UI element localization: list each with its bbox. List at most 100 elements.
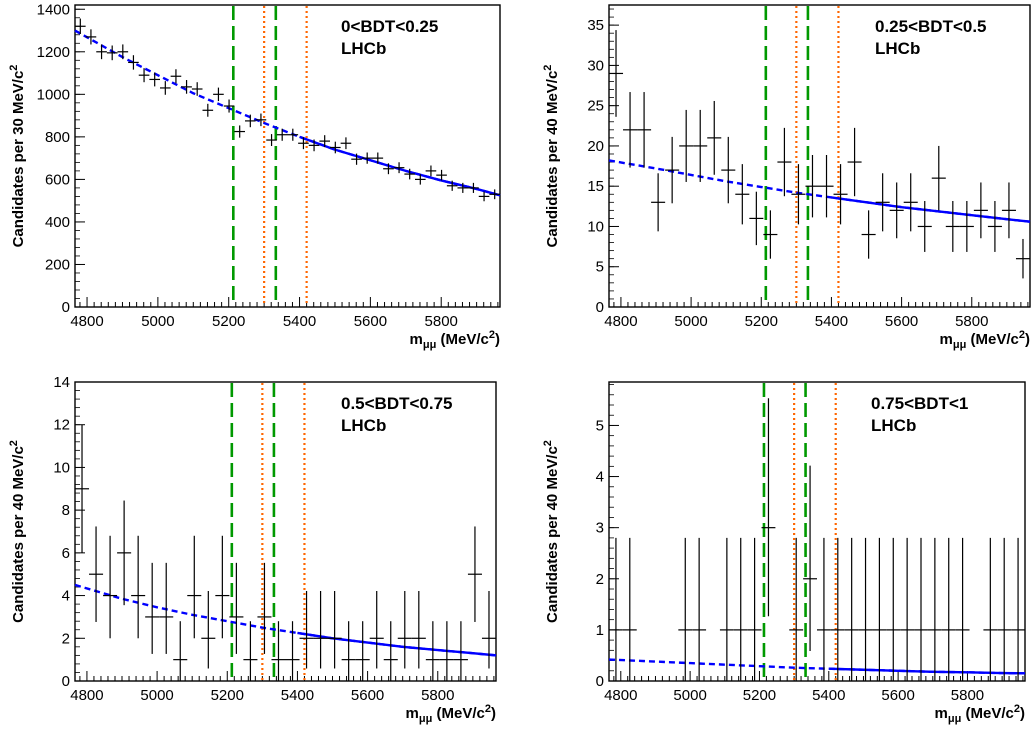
x-axis-label-sup: 2 (1014, 703, 1020, 715)
data-point (817, 537, 831, 681)
data-point (191, 82, 203, 96)
data-point (875, 173, 890, 232)
data-point (679, 109, 694, 182)
y-axis-label: Candidates per 40 MeV/c2 (8, 440, 27, 623)
x-tick-label: 5200 (212, 313, 245, 330)
data-point (181, 80, 192, 94)
y-tick-label: 6 (62, 545, 70, 562)
x-tick-label: 5800 (425, 313, 458, 330)
data-point (285, 621, 300, 681)
data-point (138, 68, 150, 83)
data-point (266, 134, 277, 147)
y-tick-label: 15 (587, 178, 604, 195)
data-point (213, 87, 224, 102)
chart-panel-1: 4800 5000 5200 5400 5600 5800 0 200 400 600 800 100… (8, 1, 501, 351)
data-point (103, 535, 118, 639)
data-point (457, 182, 469, 193)
x-tick-label: 4800 (70, 687, 103, 704)
data-point (75, 18, 86, 34)
data-point (245, 114, 256, 128)
data-point (453, 621, 468, 681)
data-point (313, 590, 328, 669)
x-axis-label-sup: 2 (485, 703, 491, 715)
data-point (96, 44, 107, 60)
data-point (749, 191, 764, 246)
y-tick-label: 10 (587, 218, 604, 235)
panel-experiment-label: LHCb (341, 416, 386, 435)
y-tick-label: 8 (62, 502, 70, 519)
data-point (830, 537, 845, 681)
data-point (914, 537, 928, 681)
data-point (467, 526, 482, 622)
data-point (1001, 182, 1016, 239)
x-tick-label: 5200 (745, 313, 778, 330)
data-point (1015, 238, 1030, 279)
data-point (415, 174, 426, 185)
data-point (361, 152, 373, 164)
x-tick-label: 5600 (351, 687, 384, 704)
y-tick-label: 0 (596, 673, 604, 690)
y-axis-label-sup: 2 (542, 440, 554, 446)
x-axis-label-sup: 2 (489, 329, 495, 341)
chart-panel-3: 4800 5000 5200 5400 5600 5800 0 2 4 6 8 10 12 14 0.5<B… (8, 374, 497, 725)
panel-bdt-label: 0.5<BDT<0.75 (341, 394, 453, 413)
panel-bdt-label: 0.25<BDT<0.5 (875, 17, 987, 36)
fit-curve-solid (297, 631, 497, 657)
y-tick-label: 400 (45, 214, 70, 231)
data-point (439, 621, 454, 681)
data-point (75, 424, 90, 553)
y-axis-label-sup: 2 (8, 440, 20, 446)
data-point (861, 210, 876, 259)
data-point (931, 145, 946, 211)
data-point (372, 152, 384, 164)
x-tick-label: 5800 (951, 687, 984, 704)
data-point (229, 562, 244, 654)
x-tick-label: 5600 (885, 313, 918, 330)
x-tick-label: 5000 (674, 313, 707, 330)
data-point (201, 590, 216, 669)
y-tick-label: 800 (45, 129, 70, 146)
data-point (128, 55, 139, 70)
data-point (478, 191, 490, 202)
data-point (623, 92, 638, 168)
plot-frame (608, 4, 1031, 308)
data-point (973, 182, 988, 239)
data-point (170, 69, 182, 84)
data-point (819, 155, 834, 218)
x-axis-label-sub: μμ (423, 339, 436, 351)
data-point (257, 562, 272, 654)
y-tick-label: 5 (596, 259, 604, 276)
data-point (271, 621, 286, 681)
data-point (637, 92, 652, 168)
data-point (803, 465, 817, 652)
fit-curve-solid (828, 667, 1026, 675)
x-tick-label: 5200 (743, 687, 776, 704)
x-tick-label: 5000 (140, 687, 173, 704)
x-tick-label: 4800 (604, 313, 637, 330)
data-point (889, 182, 904, 239)
y-tick-label: 25 (587, 98, 604, 115)
y-tick-label: 12 (53, 417, 70, 434)
data-point (202, 103, 214, 117)
y-tick-label: 0 (62, 673, 70, 690)
x-tick-label: 5800 (955, 313, 988, 330)
x-axis-label-close: ) (495, 331, 500, 348)
y-tick-label: 0 (596, 299, 604, 316)
data-point (287, 128, 299, 141)
data-point (308, 139, 320, 152)
data-point (355, 621, 370, 681)
x-axis-label-unit: (MeV/c (966, 331, 1019, 348)
data-point (383, 163, 394, 175)
data-point (945, 200, 960, 252)
data-point (85, 29, 97, 45)
x-axis-label: mμμ (MeV/c2) (940, 329, 1030, 351)
plot-frame (74, 4, 501, 308)
y-axis-label-text: Candidates per 40 MeV/c (544, 71, 561, 248)
data-point (833, 164, 848, 225)
data-point (117, 44, 129, 60)
x-axis-label: mμμ (MeV/c2) (410, 329, 500, 351)
data-point (844, 537, 859, 681)
x-tick-label: 5400 (283, 313, 316, 330)
